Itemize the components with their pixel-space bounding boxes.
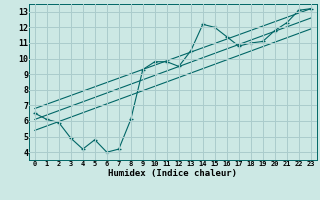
X-axis label: Humidex (Indice chaleur): Humidex (Indice chaleur)	[108, 169, 237, 178]
